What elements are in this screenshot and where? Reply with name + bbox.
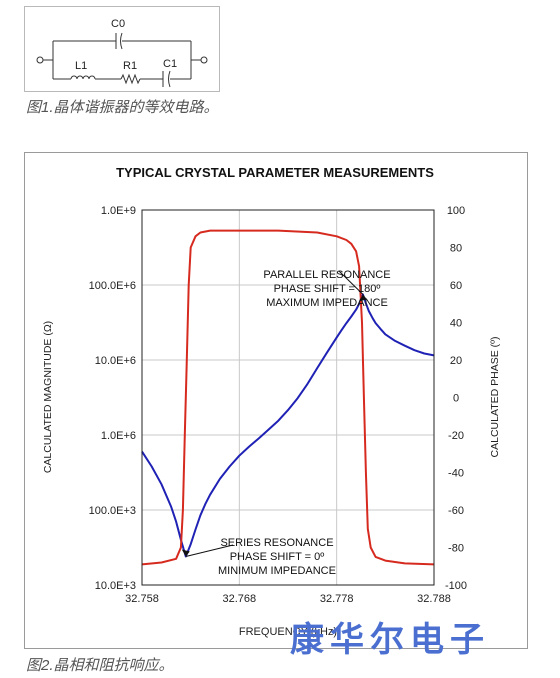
watermark-logo-text: 康华尔电子 bbox=[290, 620, 490, 660]
figure2-caption: 图2.晶相和阻抗响应。 bbox=[26, 657, 174, 674]
y-right-tick-label: 80 bbox=[450, 243, 462, 255]
annotation-text-line: PARALLEL RESONANCE bbox=[263, 269, 390, 281]
y-right-tick-label: -100 bbox=[445, 580, 467, 592]
c0-label: C0 bbox=[111, 18, 125, 30]
y-axis-right-label: CALCULATED PHASE (º) bbox=[489, 337, 501, 458]
y-right-tick-label: 100 bbox=[447, 205, 465, 217]
y-left-tick-label: 10.0E+3 bbox=[95, 580, 136, 592]
circuit-schematic: C0 L1 R1 C1 bbox=[36, 18, 208, 88]
y-right-tick-label: -20 bbox=[448, 430, 464, 442]
x-tick-label: 32.778 bbox=[320, 593, 354, 605]
y-right-tick-label: 0 bbox=[453, 393, 459, 405]
tick-labels: 32.758 32.768 32.778 32.788 10.0E+3 100.0E+3 1… bbox=[89, 205, 467, 605]
plot-area-border bbox=[141, 209, 435, 586]
c0-plate-right bbox=[120, 32, 123, 50]
annotation-text-line: PHASE SHIFT = 0º bbox=[230, 551, 325, 563]
annotation-arrowhead bbox=[358, 294, 367, 302]
annotations: PARALLEL RESONANCE PHASE SHIFT = 180º MAXI… bbox=[181, 269, 391, 577]
x-tick-label: 32.768 bbox=[223, 593, 257, 605]
r1-resistor bbox=[120, 73, 141, 85]
y-right-tick-label: 20 bbox=[450, 355, 462, 367]
phase-series-line bbox=[141, 229, 435, 566]
y-left-tick-label: 100.0E+6 bbox=[89, 280, 136, 292]
x-axis-label: FREQUENCY (kHz) bbox=[239, 626, 337, 638]
y-right-tick-label: -60 bbox=[448, 505, 464, 517]
annotation-text-line: SERIES RESONANCE bbox=[220, 537, 333, 549]
y-left-tick-label: 1.0E+9 bbox=[101, 205, 136, 217]
y-right-tick-label: -80 bbox=[448, 543, 464, 555]
annotation-leader-line bbox=[338, 270, 364, 295]
r1-label: R1 bbox=[123, 60, 137, 72]
y-right-tick-label: -40 bbox=[448, 468, 464, 480]
c1-plate-right bbox=[168, 70, 171, 88]
series-layer bbox=[141, 229, 435, 566]
y-right-tick-label: 60 bbox=[450, 280, 462, 292]
y-right-tick-label: 40 bbox=[450, 318, 462, 330]
annotation-leader-line bbox=[185, 544, 234, 557]
annotation-text-line: PHASE SHIFT = 180º bbox=[274, 283, 381, 295]
right-terminal bbox=[200, 56, 208, 64]
chart-title: TYPICAL CRYSTAL PARAMETER MEASUREMENTS bbox=[116, 165, 434, 180]
equivalent-circuit-diagram: C0 L1 R1 C1 bbox=[24, 6, 220, 92]
x-tick-label: 32.788 bbox=[417, 593, 451, 605]
l1-label: L1 bbox=[75, 60, 87, 72]
annotation-text-line: MAXIMUM IMPEDANCE bbox=[266, 297, 388, 309]
y-left-tick-label: 1.0E+6 bbox=[101, 430, 136, 442]
y-left-tick-label: 10.0E+6 bbox=[95, 355, 136, 367]
c1-label: C1 bbox=[163, 58, 177, 70]
figure1-caption: 图1.晶体谐振器的等效电路。 bbox=[26, 99, 219, 116]
annotation-text-line: MINIMUM IMPEDANCE bbox=[218, 565, 336, 577]
y-left-tick-label: 100.0E+3 bbox=[89, 505, 136, 517]
crystal-measurement-chart: TYPICAL CRYSTAL PARAMETER MEASUREMENTS 3… bbox=[42, 165, 501, 638]
magnitude-series-line bbox=[141, 293, 435, 558]
x-tick-label: 32.758 bbox=[125, 593, 159, 605]
l1-coil bbox=[70, 75, 96, 80]
y-axis-left-label: CALCULATED MAGNITUDE (Ω) bbox=[42, 321, 54, 473]
annotation-arrowhead bbox=[181, 549, 190, 557]
left-terminal bbox=[36, 56, 44, 64]
chart-frame: TYPICAL CRYSTAL PARAMETER MEASUREMENTS 3… bbox=[24, 152, 528, 649]
